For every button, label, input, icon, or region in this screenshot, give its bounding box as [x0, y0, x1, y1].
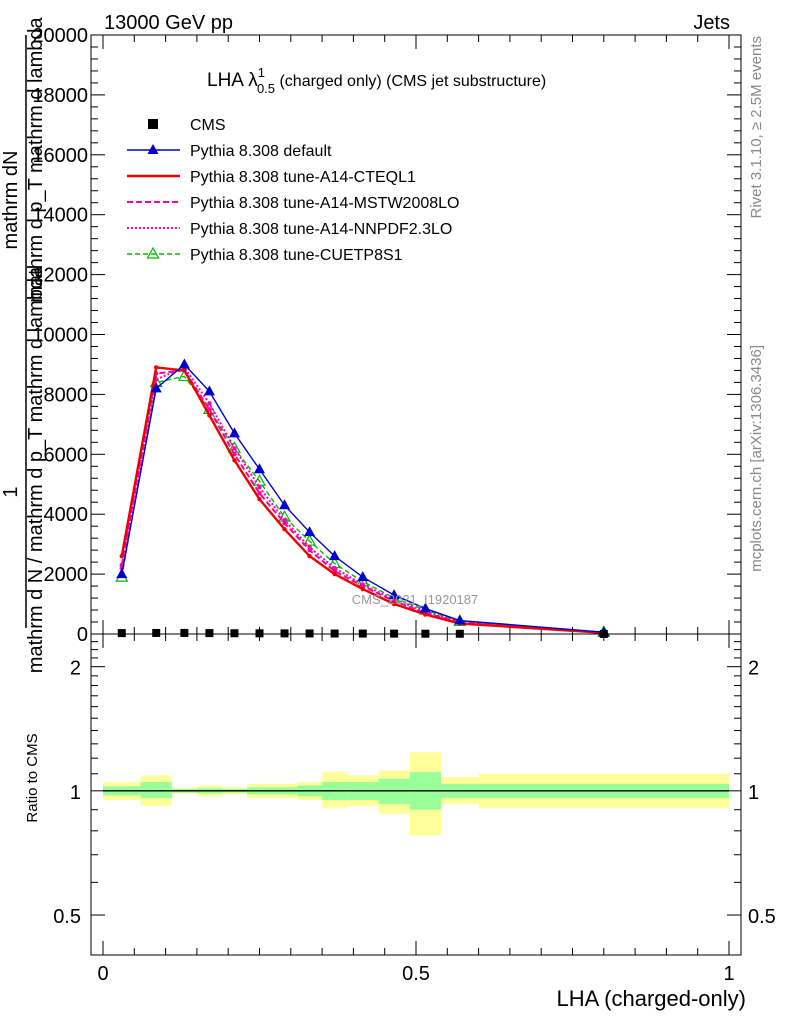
point-default [304, 526, 316, 537]
plot-title-sub: 0.5 [257, 81, 275, 96]
point-nnpdf [207, 401, 212, 406]
point-cms [305, 629, 314, 638]
series-line-nnpdf [120, 366, 604, 634]
point-default [279, 499, 291, 510]
main-ytick-label: 6000 [44, 444, 89, 466]
ratio-plot: 0.5 0.5 1 1 2 2 0 0.5 1 [53, 633, 776, 985]
point-nnpdf [257, 485, 262, 490]
ratio-ytick-label-right: 1 [748, 782, 759, 804]
plot-title-rest: (charged only) (CMS jet substructure) [275, 73, 546, 90]
main-ytick-label: 0 [77, 624, 88, 646]
main-ytick-label: 4000 [44, 504, 89, 526]
ratio-xtick-label: 0.5 [402, 963, 430, 985]
main-ytick-label: 10000 [32, 325, 88, 347]
series-line-default [121, 363, 604, 633]
point-mstw [282, 520, 287, 526]
watermark: CMS_2021_I1920187 [352, 592, 479, 607]
legend-label-mstw: Pythia 8.308 tune-A14-MSTW2008LO [190, 195, 459, 212]
energy-label: 13000 GeV pp [104, 12, 233, 34]
point-default [388, 589, 400, 600]
point-mstw [232, 452, 237, 457]
main-ytick-label: 2000 [44, 564, 89, 586]
series-line-cuetp8s1 [121, 375, 604, 634]
plot-title: LHA λ1 0.5 (charged only) (CMS jet substr… [207, 65, 546, 96]
point-default [357, 571, 369, 582]
legend-marker-default [147, 144, 159, 154]
point-default [228, 427, 240, 438]
main-ytick-label: 12000 [32, 265, 88, 287]
category-label: Jets [693, 12, 730, 34]
main-ytick-label: 14000 [32, 205, 88, 227]
ratio-ytick-label: 0.5 [53, 906, 81, 928]
legend-marker-cms [148, 119, 158, 129]
legend-marker-cuetp8s1 [146, 246, 160, 259]
point-default [203, 385, 215, 396]
rivet-label: Rivet 3.1.10, ≥ 2.5M events [748, 36, 765, 219]
plot-title-main: LHA λ [207, 70, 258, 91]
ratio-ytick-label-right: 0.5 [748, 906, 776, 928]
point-default [454, 614, 466, 625]
point-default [116, 568, 128, 579]
point-cms [180, 628, 189, 637]
point-default [178, 358, 190, 369]
point-default [150, 382, 162, 393]
point-cteql1 [119, 553, 124, 559]
point-mstw [307, 547, 312, 553]
main-ylabel: 1 mathrm dN mathrm d N / mathrm d p_T ma… [0, 16, 47, 673]
ratio-ytick-label: 2 [70, 658, 81, 680]
main-frame [90, 34, 742, 635]
point-nnpdf [232, 446, 237, 451]
point-cteql1 [307, 553, 312, 559]
legend-label-cteql1: Pythia 8.308 tune-A14-CTEQL1 [190, 169, 416, 186]
point-cteql1 [332, 571, 337, 577]
point-cteql1 [182, 368, 187, 373]
ratio-ylabel: Ratio to CMS [24, 733, 41, 822]
point-cms [255, 629, 264, 638]
legend-label-cuetp8s1: Pythia 8.308 tune-CUETP8S1 [190, 247, 403, 264]
main-ylabel-top: 1 [0, 486, 22, 497]
main-ytick-label: 20000 [32, 25, 88, 47]
main-ytick-label: 18000 [32, 85, 88, 107]
point-default [254, 463, 265, 474]
point-cteql1 [282, 526, 287, 532]
point-cteql1 [232, 458, 237, 463]
point-cms [205, 629, 214, 638]
main-ylabel-frac: mathrm d N / mathrm d p_T mathrm d lambd… [25, 266, 47, 673]
point-cms [117, 629, 126, 638]
point-cms [230, 629, 239, 638]
point-cms [152, 628, 161, 637]
point-cms [280, 629, 289, 638]
point-cteql1 [423, 612, 428, 617]
ratio-ytick-label: 1 [70, 782, 81, 804]
legend-label-default: Pythia 8.308 default [190, 143, 332, 160]
ratio-xtick-label: 0 [97, 963, 108, 985]
point-default [419, 602, 431, 613]
plot-title-sup: 1 [258, 65, 265, 80]
mcplots-label: mcplots.cern.ch [arXiv:1306.3436] [748, 345, 765, 572]
point-mstw [257, 491, 262, 496]
main-ytick-label: 16000 [32, 145, 88, 167]
point-cteql1 [360, 586, 365, 592]
main-plot: 0 2000 4000 6000 8000 10000 12000 14000 16000 180… [32, 25, 742, 646]
x-axis-label: LHA (charged-only) [556, 986, 746, 1011]
legend-label-cms: CMS [190, 117, 226, 134]
legend-label-nnpdf: Pythia 8.308 tune-A14-NNPDF2.3LO [190, 221, 452, 238]
main-ytick-label: 8000 [44, 384, 89, 406]
point-mstw [207, 407, 212, 412]
main-ylabel-num: mathrm dN [0, 151, 22, 250]
point-cteql1 [391, 601, 397, 607]
series-line-cteql1 [120, 366, 604, 634]
ratio-band-inner [140, 782, 172, 799]
point-default [329, 550, 341, 561]
ratio-xtick-label: 1 [723, 963, 734, 985]
point-cteql1 [207, 413, 212, 418]
ratio-ytick-label-right: 2 [748, 658, 759, 680]
legend: CMS Pythia 8.308 default Pythia 8.308 tune… [127, 117, 459, 264]
point-cteql1 [154, 365, 159, 370]
point-cteql1 [257, 497, 262, 502]
main-ylabel-den: mathrm d p_T mathrm d lambda [25, 16, 47, 302]
